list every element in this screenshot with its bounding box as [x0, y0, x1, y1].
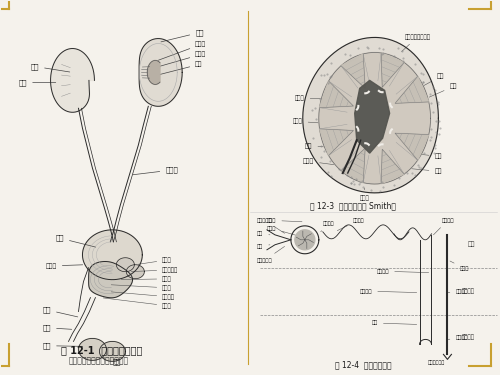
Text: 肾包囊: 肾包囊: [360, 188, 370, 201]
Polygon shape: [354, 80, 390, 153]
Polygon shape: [295, 230, 315, 250]
Polygon shape: [82, 230, 142, 280]
Text: 输尿管: 输尿管: [303, 159, 342, 166]
Text: 阴茎: 阴茎: [42, 306, 78, 317]
Polygon shape: [381, 53, 404, 87]
Polygon shape: [320, 81, 354, 108]
Text: 静脉: 静脉: [257, 244, 270, 249]
Text: 髓质: 髓质: [412, 74, 444, 92]
Text: 精囊液: 精囊液: [138, 257, 172, 264]
Text: 髓袢外支: 髓袢外支: [360, 289, 417, 294]
Text: 尿道球: 尿道球: [103, 298, 172, 309]
Polygon shape: [78, 339, 106, 360]
Text: 乳头: 乳头: [408, 168, 442, 174]
Polygon shape: [320, 129, 354, 156]
Text: 远曲小管: 远曲小管: [434, 218, 454, 235]
Polygon shape: [381, 149, 404, 184]
Text: 透析管道开口: 透析管道开口: [428, 360, 445, 365]
Text: 图 12-1  人体的泌尿系统: 图 12-1 人体的泌尿系统: [60, 345, 142, 355]
Text: 输尿管: 输尿管: [267, 218, 302, 223]
Text: 膀胱: 膀胱: [56, 235, 96, 247]
Text: 髓质外层: 髓质外层: [462, 288, 474, 294]
Text: 腺体: 腺体: [429, 84, 457, 97]
Text: 髓质内层: 髓质内层: [448, 335, 468, 340]
Polygon shape: [148, 60, 160, 84]
Text: 输精管壶腹: 输精管壶腹: [131, 267, 178, 273]
Polygon shape: [303, 38, 438, 193]
Text: 睾丸: 睾丸: [112, 354, 121, 365]
Text: 近曲小管: 近曲小管: [338, 218, 364, 231]
Text: 肾盂: 肾盂: [305, 144, 367, 149]
Text: 附睾: 附睾: [42, 342, 82, 349]
Text: 集合管: 集合管: [450, 261, 469, 271]
Polygon shape: [341, 148, 365, 183]
Polygon shape: [100, 341, 126, 362]
Polygon shape: [395, 76, 428, 104]
Text: 有囊血管: 有囊血管: [320, 221, 334, 232]
Polygon shape: [395, 133, 428, 160]
Text: 前列腺: 前列腺: [111, 285, 172, 291]
Text: 肾柱位: 肾柱位: [295, 96, 330, 101]
Text: 皮质: 皮质: [468, 241, 475, 247]
Polygon shape: [126, 265, 144, 279]
Text: 图 12-4  肾单位的结构: 图 12-4 肾单位的结构: [335, 360, 392, 369]
Text: 髓文: 髓文: [372, 321, 416, 326]
Polygon shape: [88, 261, 132, 298]
Text: 弓形脉: 弓形脉: [293, 118, 322, 124]
Text: 肾盂: 肾盂: [155, 62, 202, 76]
Text: 出球囊血管: 出球囊血管: [257, 246, 284, 263]
Text: （引自《人体组织解剖学》）: （引自《人体组织解剖学》）: [68, 356, 128, 365]
Text: 髓质内层: 髓质内层: [462, 334, 474, 340]
Text: 动脉: 动脉: [257, 231, 270, 236]
Text: 入球囊血管: 入球囊血管: [257, 218, 284, 233]
Polygon shape: [139, 39, 182, 106]
Text: 髓袢升支: 髓袢升支: [376, 268, 428, 274]
Polygon shape: [341, 54, 365, 88]
Text: 肾小盏: 肾小盏: [155, 42, 206, 62]
Text: 尿道球腺: 尿道球腺: [111, 292, 175, 300]
Text: 图 12-3  肾的结构（引 Smith）: 图 12-3 肾的结构（引 Smith）: [310, 201, 396, 210]
Text: 输精管: 输精管: [46, 263, 82, 269]
Text: 右肾: 右肾: [30, 63, 70, 72]
Text: 左肾: 左肾: [161, 29, 204, 42]
Text: 输尿管: 输尿管: [133, 167, 178, 175]
Text: 外间动脉和肾小体: 外间动脉和肾小体: [402, 34, 430, 52]
Text: 肾小球: 肾小球: [267, 226, 302, 237]
Text: 射精管: 射精管: [121, 276, 172, 282]
Polygon shape: [50, 48, 94, 112]
Text: 肾大盏: 肾大盏: [155, 52, 206, 68]
Polygon shape: [116, 258, 134, 272]
Text: 锥体: 锥体: [412, 153, 442, 159]
Text: 髓质外层: 髓质外层: [448, 289, 468, 294]
Text: 尿道: 尿道: [42, 324, 71, 331]
Polygon shape: [319, 53, 430, 184]
Text: 肾门: 肾门: [18, 79, 56, 86]
